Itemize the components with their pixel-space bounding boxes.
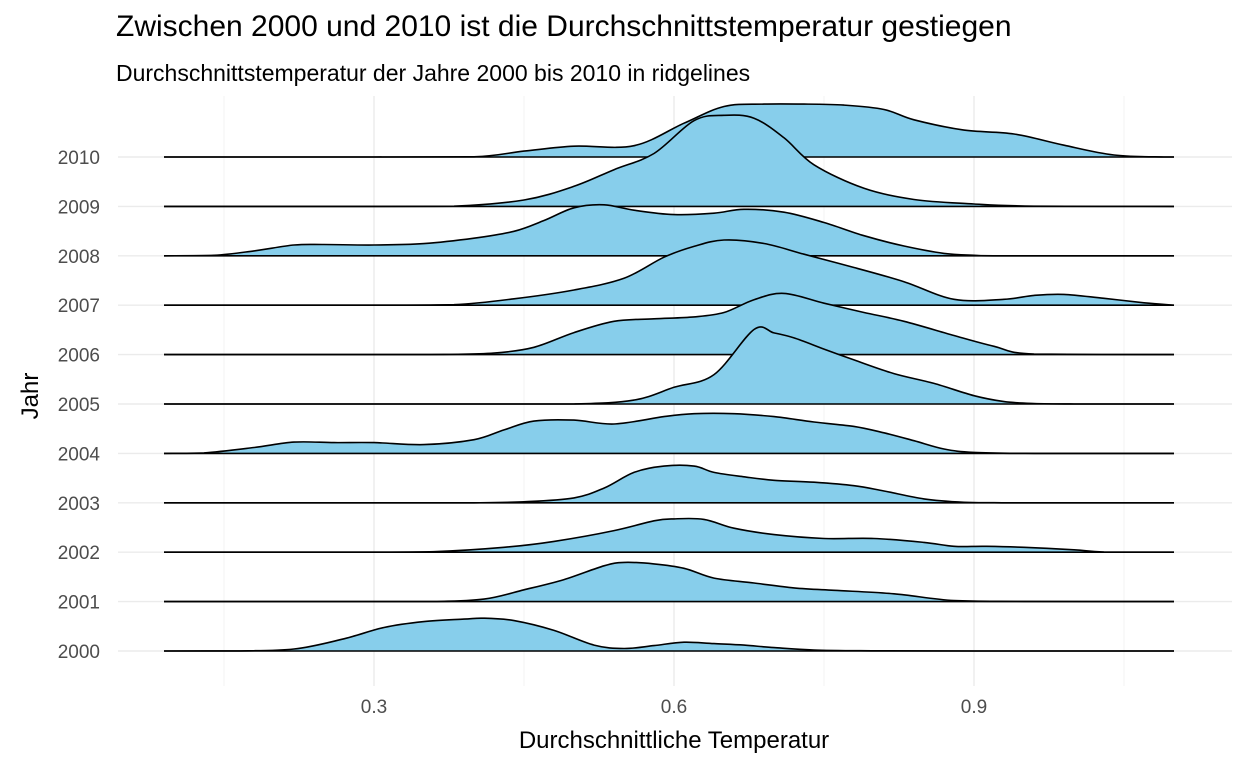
ridge-fill-2005 <box>164 326 1174 404</box>
ridge-2009 <box>163 114 1175 208</box>
x-axis-title: Durchschnittliche Temperatur <box>519 727 829 754</box>
x-tick-label-1: 0.6 <box>661 697 687 718</box>
y-tick-label-2006: 2006 <box>58 346 100 367</box>
ridge-2007 <box>164 239 1175 307</box>
y-tick-label-2005: 2005 <box>58 395 100 416</box>
y-tick-label-2004: 2004 <box>58 444 101 465</box>
ridge-fill-2010 <box>164 103 1174 157</box>
ridge-2001 <box>163 561 1175 603</box>
y-axis-title: Jahr <box>17 373 44 420</box>
y-tick-label-2001: 2001 <box>58 593 100 614</box>
ridge-2005 <box>163 326 1174 405</box>
ridge-outline-2007 <box>164 239 1175 307</box>
ridge-fill-2002 <box>164 518 1174 553</box>
ridge-fill-2008 <box>164 204 1174 256</box>
x-tick-label-0: 0.3 <box>361 697 387 718</box>
ridge-fill-2003 <box>164 465 1174 503</box>
ridge-fill-2006 <box>164 293 1174 355</box>
ridge-2000 <box>163 617 1174 652</box>
y-tick-label-2009: 2009 <box>58 197 100 218</box>
x-tick-labels: 0.3 0.6 0.9 <box>361 697 987 718</box>
y-tick-label-2003: 2003 <box>58 494 100 515</box>
chart-subtitle: Durchschnittstemperatur der Jahre 2000 b… <box>116 60 751 86</box>
y-tick-label-2010: 2010 <box>58 148 100 169</box>
ridge-fill-2004 <box>164 413 1174 454</box>
chart-title: Zwischen 2000 und 2010 ist die Durchschn… <box>116 10 1012 43</box>
ridge-fill-2001 <box>164 562 1174 602</box>
y-tick-label-2002: 2002 <box>58 543 100 564</box>
ridge-layer <box>163 103 1175 652</box>
ridge-fill-2000 <box>164 618 1174 651</box>
ridge-2003 <box>164 464 1174 504</box>
ridge-outline-2004 <box>163 412 1174 455</box>
ridge-2006 <box>164 292 1175 356</box>
y-tick-labels: 2000 2001 2002 2003 2004 2005 2006 2007 2008 2009… <box>58 148 101 663</box>
ridge-2004 <box>163 412 1174 455</box>
y-tick-label-2008: 2008 <box>58 247 100 268</box>
ridge-outline-2008 <box>163 203 1174 257</box>
ridge-2008 <box>163 203 1174 257</box>
y-tick-label-2000: 2000 <box>58 642 100 663</box>
ridge-fill-2009 <box>164 115 1174 207</box>
y-tick-label-2007: 2007 <box>58 296 100 317</box>
ridge-2002 <box>164 517 1175 554</box>
x-tick-label-2: 0.9 <box>961 697 987 718</box>
